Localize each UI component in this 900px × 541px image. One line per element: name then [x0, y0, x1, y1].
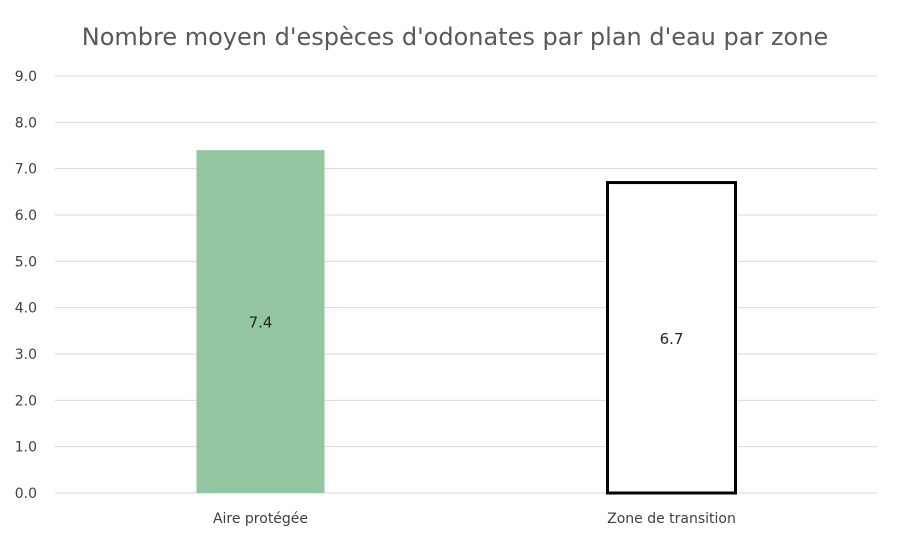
- bar: [606, 181, 737, 495]
- x-category-label: Zone de transition: [607, 511, 736, 527]
- x-category-label: Aire protégée: [213, 511, 308, 527]
- y-tick-label: 7.0: [15, 162, 37, 178]
- bars: [196, 150, 737, 495]
- y-tick-label: 1.0: [15, 440, 37, 456]
- y-tick-label: 6.0: [15, 208, 37, 224]
- data-label: 7.4: [249, 314, 273, 332]
- y-tick-label: 5.0: [15, 254, 37, 270]
- y-axis-ticks: 0.0 1.0 2.0 3.0 4.0 5.0 6.0 7.0 8.0 9.0: [15, 69, 37, 502]
- x-axis-categories: Aire protégée Zone de transition: [213, 511, 736, 527]
- y-tick-label: 8.0: [15, 115, 37, 131]
- gridlines: [55, 75, 877, 494]
- data-labels: 7.4 6.7: [249, 314, 684, 348]
- y-tick-label: 9.0: [15, 69, 37, 85]
- y-tick-label: 4.0: [15, 301, 37, 317]
- y-tick-label: 3.0: [15, 347, 37, 363]
- y-tick-label: 0.0: [15, 486, 37, 502]
- bar: [196, 150, 325, 493]
- chart-title: Nombre moyen d'espèces d'odonates par pl…: [82, 23, 828, 51]
- data-label: 6.7: [660, 330, 684, 348]
- y-tick-label: 2.0: [15, 393, 37, 409]
